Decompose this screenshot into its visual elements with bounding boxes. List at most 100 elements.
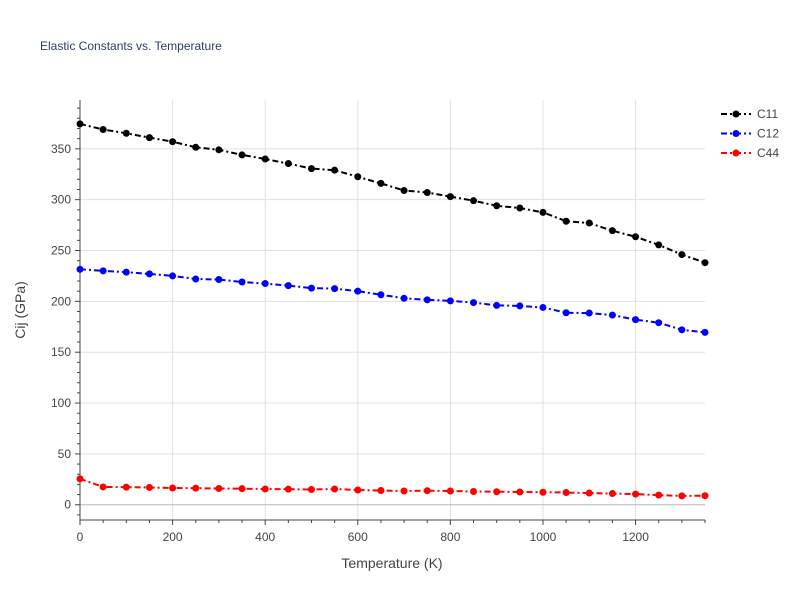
data-point-c11 [608, 227, 616, 235]
data-point-c12 [701, 328, 709, 336]
data-point-c11 [192, 143, 200, 151]
data-point-c11 [215, 146, 223, 154]
grid [80, 100, 705, 520]
data-point-c44 [562, 489, 570, 497]
data-point-c44 [261, 485, 269, 493]
data-point-c11 [354, 173, 362, 181]
data-point-c44 [470, 488, 478, 496]
data-point-c12 [307, 284, 315, 292]
data-point-c44 [632, 490, 640, 498]
data-point-c12 [76, 265, 84, 273]
data-point-c44 [76, 475, 84, 483]
y-tick-label: 350 [51, 142, 71, 156]
data-point-c12 [169, 272, 177, 280]
data-point-c44 [423, 487, 431, 495]
x-tick-label: 1000 [530, 530, 557, 544]
data-point-c11 [632, 233, 640, 241]
legend-item-c44[interactable]: C44 [721, 146, 779, 160]
data-point-c12 [331, 285, 339, 293]
data-point-c44 [585, 489, 593, 497]
data-point-c44 [215, 484, 223, 492]
legend-label: C11 [757, 107, 778, 121]
data-point-c12 [585, 309, 593, 317]
data-point-c44 [354, 486, 362, 494]
data-point-c11 [331, 166, 339, 174]
data-point-c12 [354, 287, 362, 295]
data-point-c44 [701, 492, 709, 500]
series-c11 [76, 120, 709, 267]
x-tick-label: 0 [77, 530, 84, 544]
y-tick-label: 200 [51, 294, 71, 308]
data-point-c12 [377, 291, 385, 299]
legend[interactable]: C11 C12 C44 [721, 107, 779, 160]
data-point-c44 [145, 483, 153, 491]
y-tick-label: 150 [51, 345, 71, 359]
data-point-c12 [284, 282, 292, 290]
x-axis-title: Temperature (K) [341, 555, 442, 571]
data-point-c44 [122, 483, 130, 491]
data-point-c44 [192, 484, 200, 492]
axes: 0 200 400 600 800 1000 1200 0 50 100 150 200 250 300 3… [51, 100, 706, 544]
data-point-c12 [655, 319, 663, 327]
data-point-c12 [446, 297, 454, 305]
data-point-c11 [539, 208, 547, 216]
x-tick-label: 800 [440, 530, 460, 544]
data-point-c12 [400, 294, 408, 302]
x-tick-label: 200 [163, 530, 183, 544]
data-point-c11 [655, 241, 663, 249]
chart-title: Elastic Constants vs. Temperature [40, 39, 222, 53]
data-point-c11 [585, 219, 593, 227]
data-point-c44 [99, 483, 107, 491]
data-point-c11 [169, 138, 177, 146]
data-point-c12 [608, 311, 616, 319]
series-layer [76, 120, 709, 500]
data-point-c12 [678, 326, 686, 334]
data-point-c11 [678, 251, 686, 259]
y-tick-label: 0 [64, 498, 71, 512]
data-point-c12 [192, 275, 200, 283]
data-point-c12 [238, 278, 246, 286]
data-point-c11 [261, 155, 269, 163]
data-point-c11 [76, 120, 84, 128]
series-c12 [76, 265, 709, 336]
data-point-c12 [539, 303, 547, 311]
data-point-c44 [377, 487, 385, 495]
data-point-c44 [238, 485, 246, 493]
y-axis-title: Cij (GPa) [12, 281, 28, 339]
y-tick-label: 50 [58, 447, 72, 461]
data-point-c44 [169, 484, 177, 492]
data-point-c11 [307, 165, 315, 173]
data-point-c12 [99, 267, 107, 275]
data-point-c12 [423, 296, 431, 304]
data-point-c44 [284, 485, 292, 493]
legend-label: C12 [757, 127, 779, 141]
data-point-c44 [539, 488, 547, 496]
x-tick-label: 600 [348, 530, 368, 544]
data-point-c11 [284, 160, 292, 168]
data-point-c44 [307, 485, 315, 493]
data-point-c12 [145, 270, 153, 278]
series-line-c44 [79, 477, 706, 497]
data-point-c11 [423, 189, 431, 197]
data-point-c44 [655, 491, 663, 499]
data-point-c12 [632, 316, 640, 324]
data-point-c44 [400, 487, 408, 495]
legend-item-c11[interactable]: C11 [721, 107, 778, 121]
data-point-c11 [516, 204, 524, 212]
data-point-c11 [701, 259, 709, 267]
data-point-c12 [493, 301, 501, 309]
data-point-c12 [215, 275, 223, 283]
data-point-c11 [122, 129, 130, 137]
data-point-c44 [678, 492, 686, 500]
data-point-c11 [238, 151, 246, 159]
data-point-c44 [331, 485, 339, 493]
data-point-c12 [470, 299, 478, 307]
series-line-c11 [79, 122, 706, 264]
legend-item-c12[interactable]: C12 [721, 127, 779, 141]
data-point-c12 [516, 302, 524, 310]
data-point-c11 [446, 193, 454, 201]
legend-swatch-marker [732, 130, 740, 137]
data-point-c11 [377, 179, 385, 187]
x-tick-label: 400 [255, 530, 275, 544]
